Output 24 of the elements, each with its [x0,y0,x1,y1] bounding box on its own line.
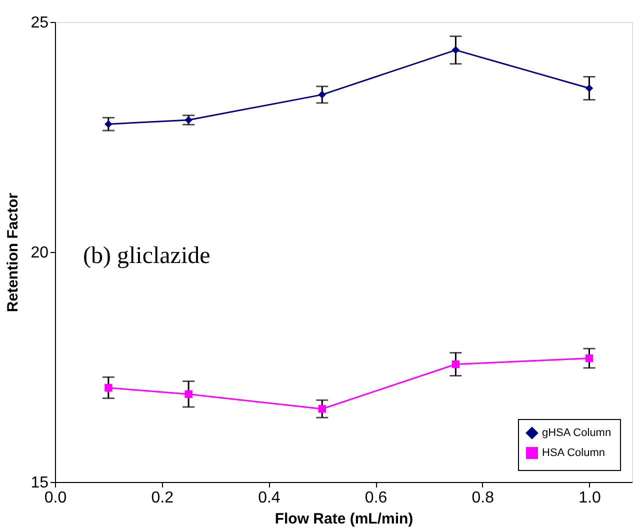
x-tick-label: 0.6 [364,490,388,506]
point [184,390,192,398]
point [318,404,326,413]
y-tick-label: 15 [30,474,49,492]
x-tick-label: 0.0 [44,490,67,506]
point [318,90,326,99]
point [585,354,594,362]
point [452,360,460,368]
annotation: (b) gliclazide [83,243,210,269]
point [104,120,112,128]
y-tick-label: 20 [30,244,49,262]
x-tick-label: 1.0 [578,490,601,506]
point [585,84,594,92]
x-tick-label: 0.8 [472,490,494,506]
x-tick-label: 0.2 [151,490,174,506]
point [104,384,112,392]
legend-label: gHSA Column [542,427,612,439]
point [452,46,460,54]
point [184,116,192,124]
x-tick-label: 0.4 [258,490,280,506]
y-axis-title: Retention Factor [4,192,22,312]
legend-label: HSA Column [542,447,605,459]
y-tick-label: 25 [30,14,49,32]
x-axis-title: Flow Rate (mL/min) [274,510,414,528]
